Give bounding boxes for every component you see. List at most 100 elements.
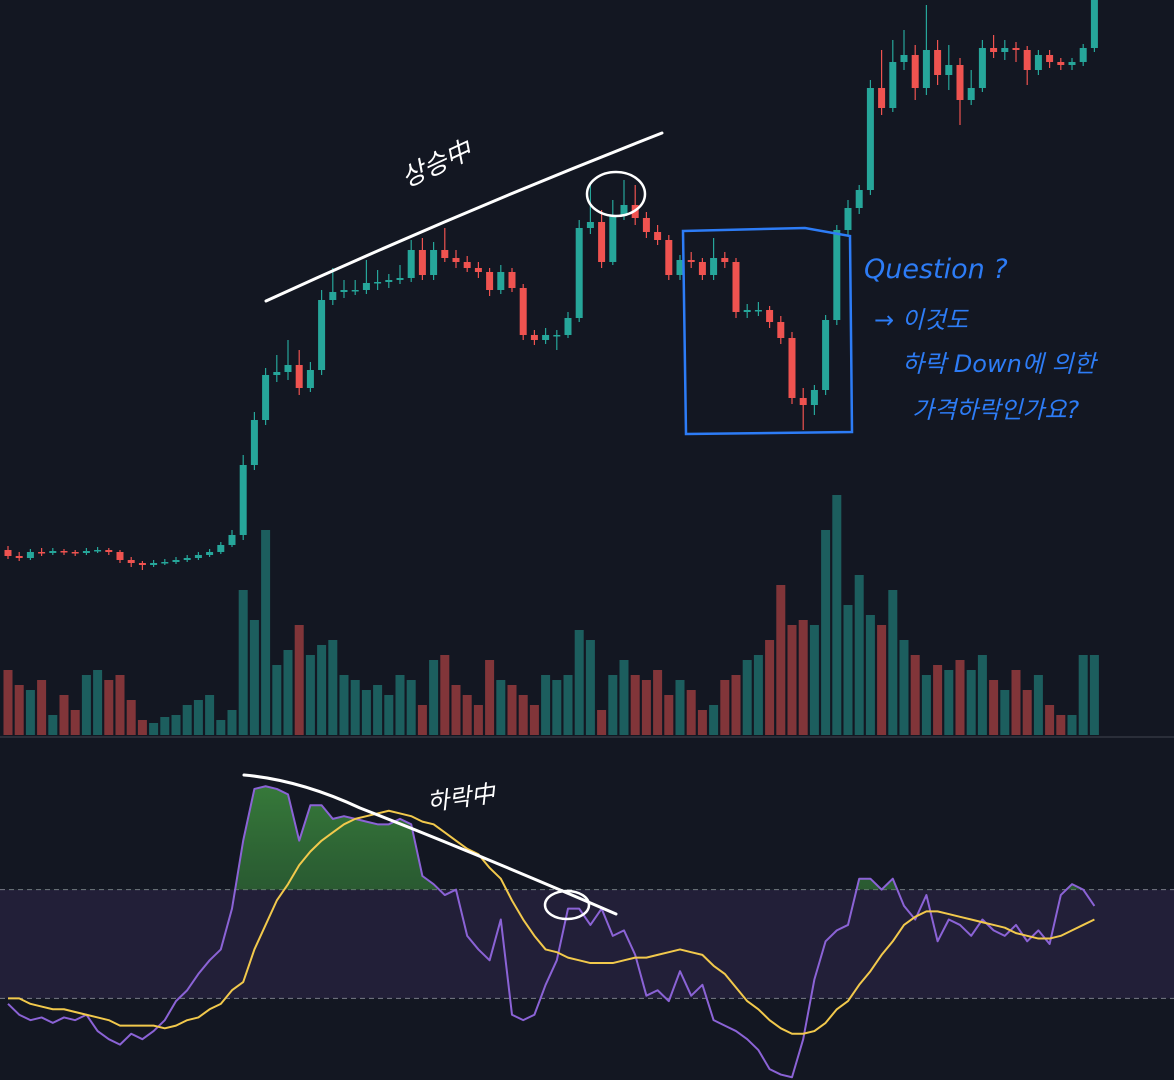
volume-bar <box>339 675 349 735</box>
volume-bar <box>653 670 663 735</box>
candle-body <box>553 335 561 337</box>
candle-body <box>486 272 494 290</box>
candle-body <box>430 250 438 275</box>
candle-body <box>766 310 774 322</box>
candle-body <box>721 258 729 262</box>
candle-body <box>1012 48 1020 50</box>
candle-body <box>822 320 830 390</box>
volume-bar <box>395 675 405 735</box>
candle-body <box>788 338 796 398</box>
candle-body <box>82 551 90 553</box>
candle-body <box>990 48 998 52</box>
volume-bar <box>171 715 181 735</box>
volume-bar <box>361 690 371 735</box>
volume-bar <box>14 685 24 735</box>
volume-bar <box>272 665 282 735</box>
candle-body <box>654 232 662 240</box>
volume-bar <box>1000 690 1010 735</box>
volume-bar <box>630 675 640 735</box>
volume-bar <box>675 680 685 735</box>
candle-body <box>295 365 303 388</box>
candle-body <box>586 222 594 228</box>
volume-bar <box>776 585 786 735</box>
candle-body <box>407 250 415 278</box>
price-pane <box>3 0 1099 735</box>
volume-bar <box>182 705 192 735</box>
candle-body <box>967 88 975 100</box>
candle-body <box>49 551 57 553</box>
volume-bar <box>283 650 293 735</box>
volume-bar <box>552 680 562 735</box>
volume-bar <box>37 680 47 735</box>
volume-bar <box>115 675 125 735</box>
candle-body <box>743 310 751 312</box>
candle-body <box>542 335 550 340</box>
candle-body <box>945 65 953 75</box>
candle-body <box>306 370 314 388</box>
annotation-text: Question ? <box>864 254 1008 285</box>
candle-body <box>620 205 628 215</box>
volume-bar <box>93 670 103 735</box>
box-stroke <box>681 226 854 436</box>
candle-body <box>922 50 930 88</box>
candle-body <box>150 563 158 565</box>
candle-body <box>217 545 225 552</box>
volume-bar <box>462 695 472 735</box>
volume-bar <box>1078 655 1088 735</box>
volume-bar <box>350 680 360 735</box>
candle-body <box>687 260 695 262</box>
candle-body <box>284 365 292 372</box>
volume-bar <box>294 625 304 735</box>
volume-bar <box>384 695 394 735</box>
volume-bar <box>832 495 842 735</box>
volume-bar <box>70 710 80 735</box>
overbought-fill <box>8 786 1095 890</box>
volume-bar <box>205 695 215 735</box>
candle-body <box>385 280 393 282</box>
volume-bar <box>821 530 831 735</box>
volume-bar <box>1045 705 1055 735</box>
candle-body <box>38 552 46 554</box>
volume-bar <box>720 680 730 735</box>
candle-body <box>418 250 426 275</box>
volume-bar <box>787 625 797 735</box>
candle-body <box>273 372 281 375</box>
volume-bar <box>429 660 439 735</box>
candle-body <box>754 310 762 312</box>
volume-bar <box>238 590 248 735</box>
volume-bar <box>541 675 551 735</box>
candle-body <box>1023 50 1031 70</box>
volume-bar <box>1022 690 1032 735</box>
candle-body <box>1034 55 1042 70</box>
candle-body <box>228 535 236 545</box>
candle-body <box>172 560 180 562</box>
candle-body <box>1046 55 1054 62</box>
candle-body <box>340 290 348 292</box>
candle-body <box>71 552 79 554</box>
volume-bar <box>933 665 943 735</box>
volume-bar <box>193 700 203 735</box>
candle-body <box>329 292 337 300</box>
candle-body <box>676 260 684 275</box>
candle-body <box>452 258 460 262</box>
volume-bar <box>888 590 898 735</box>
candle-body <box>866 88 874 190</box>
candle-body <box>855 190 863 208</box>
candle-body <box>262 375 270 420</box>
volume-bar <box>451 685 461 735</box>
candle-body <box>575 228 583 318</box>
volume-bar <box>742 660 752 735</box>
candle-body <box>911 55 919 88</box>
volume-bar <box>977 655 987 735</box>
candle-body <box>206 552 214 555</box>
candle-body <box>777 322 785 338</box>
volume-bar <box>507 685 517 735</box>
volume-bar <box>877 625 887 735</box>
volume-bar <box>686 690 696 735</box>
volume-bar <box>518 695 528 735</box>
oscillator-line <box>8 809 1095 1035</box>
volume-bar <box>854 575 864 735</box>
candle-body <box>530 335 538 340</box>
volume-bar <box>496 680 506 735</box>
volume-bar <box>585 640 595 735</box>
